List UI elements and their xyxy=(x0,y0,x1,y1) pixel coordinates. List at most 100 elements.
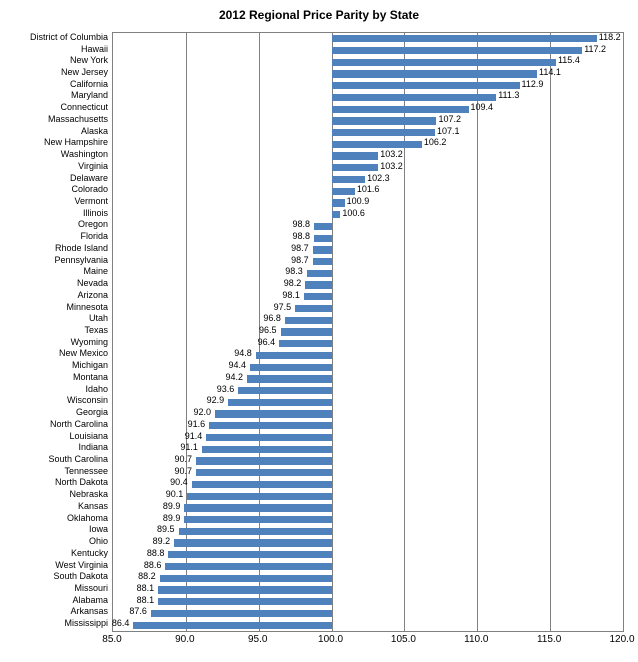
bar-value-label: 90.7 xyxy=(175,454,193,464)
bar-value-label: 88.2 xyxy=(138,571,156,581)
bar-value-label: 112.9 xyxy=(522,79,544,89)
bar xyxy=(247,375,332,382)
bar-value-label: 89.9 xyxy=(163,501,181,511)
y-axis-label: Utah xyxy=(89,313,108,323)
bar-value-label: 107.1 xyxy=(437,126,460,136)
bar xyxy=(332,59,556,66)
bar xyxy=(332,188,355,195)
bar-value-label: 98.8 xyxy=(293,219,311,229)
plot-area xyxy=(112,32,624,632)
bar xyxy=(196,457,332,464)
y-axis-label: Washington xyxy=(61,149,108,159)
bar-value-label: 94.4 xyxy=(228,360,246,370)
y-axis-label: Iowa xyxy=(89,524,108,534)
y-axis-label: Arizona xyxy=(77,290,108,300)
y-axis-label: Indiana xyxy=(78,442,108,452)
bar xyxy=(332,199,345,206)
bar-value-label: 87.6 xyxy=(129,606,147,616)
y-axis-label: Kentucky xyxy=(71,548,108,558)
bar-value-label: 103.2 xyxy=(380,149,403,159)
bar xyxy=(314,235,331,242)
y-axis-label: New Jersey xyxy=(61,67,108,77)
bar xyxy=(179,528,332,535)
bar xyxy=(313,258,332,265)
y-axis-label: Virginia xyxy=(78,161,108,171)
bar xyxy=(332,129,435,136)
bar-value-label: 90.7 xyxy=(175,466,193,476)
y-axis-label: South Carolina xyxy=(48,454,108,464)
x-tick-label: 90.0 xyxy=(165,634,205,645)
bar xyxy=(281,328,332,335)
bar-value-label: 98.3 xyxy=(285,266,303,276)
chart-title: 2012 Regional Price Parity by State xyxy=(0,0,638,26)
bar-value-label: 90.1 xyxy=(166,489,184,499)
y-axis-label: New Hampshire xyxy=(44,137,108,147)
bar xyxy=(158,598,331,605)
y-axis-label: Wyoming xyxy=(71,337,108,347)
bar xyxy=(168,551,331,558)
bar-value-label: 92.9 xyxy=(207,395,225,405)
bar-value-label: 103.2 xyxy=(380,161,403,171)
bar-value-label: 98.2 xyxy=(284,278,302,288)
y-axis-label: Georgia xyxy=(76,407,108,417)
bar xyxy=(215,410,332,417)
y-axis-label: Massachusetts xyxy=(48,114,108,124)
bar-value-label: 88.1 xyxy=(137,583,155,593)
bar-value-label: 86.4 xyxy=(112,618,130,628)
bar xyxy=(151,610,332,617)
y-axis-label: North Dakota xyxy=(55,477,108,487)
x-tick-label: 100.0 xyxy=(311,634,351,645)
y-axis-label: Maine xyxy=(83,266,108,276)
bar xyxy=(192,481,332,488)
bar xyxy=(285,317,332,324)
bar xyxy=(160,575,332,582)
bar xyxy=(209,422,331,429)
bar-value-label: 96.5 xyxy=(259,325,277,335)
bar-value-label: 114.1 xyxy=(539,67,561,77)
y-axis-label: North Carolina xyxy=(50,419,108,429)
bar xyxy=(133,622,331,629)
bar xyxy=(307,270,332,277)
bar-value-label: 91.1 xyxy=(180,442,198,452)
bar xyxy=(305,281,331,288)
y-axis-label: Montana xyxy=(73,372,108,382)
y-axis-label: Rhode Island xyxy=(55,243,108,253)
bar-value-label: 102.3 xyxy=(367,173,390,183)
bar-value-label: 90.4 xyxy=(170,477,188,487)
bar xyxy=(279,340,331,347)
y-axis-label: Delaware xyxy=(70,173,108,183)
y-axis-label: Florida xyxy=(80,231,108,241)
x-tick-label: 110.0 xyxy=(456,634,496,645)
price-parity-chart: 2012 Regional Price Parity by State 85.0… xyxy=(0,0,638,662)
bar xyxy=(332,176,366,183)
bar xyxy=(238,387,331,394)
bar-value-label: 100.6 xyxy=(342,208,365,218)
y-axis-label: Illinois xyxy=(83,208,108,218)
bar xyxy=(332,35,597,42)
bar-value-label: 93.6 xyxy=(217,384,235,394)
y-axis-label: Vermont xyxy=(74,196,108,206)
bar xyxy=(165,563,331,570)
bar-value-label: 98.7 xyxy=(291,255,309,265)
gridline xyxy=(477,33,478,631)
bar xyxy=(332,47,583,54)
bar-value-label: 100.9 xyxy=(347,196,370,206)
y-axis-label: Arkansas xyxy=(70,606,108,616)
bar xyxy=(295,305,331,312)
bar xyxy=(332,94,497,101)
bar-value-label: 96.8 xyxy=(263,313,281,323)
bar xyxy=(314,223,331,230)
y-axis-label: Michigan xyxy=(72,360,108,370)
bar xyxy=(332,211,341,218)
bar-value-label: 91.4 xyxy=(185,431,203,441)
y-axis-label: Tennessee xyxy=(64,466,108,476)
bar xyxy=(184,516,331,523)
bar xyxy=(304,293,332,300)
bar-value-label: 98.7 xyxy=(291,243,309,253)
bar-value-label: 98.8 xyxy=(293,231,311,241)
y-axis-label: New Mexico xyxy=(59,348,108,358)
x-tick-label: 85.0 xyxy=(92,634,132,645)
y-axis-label: Missouri xyxy=(74,583,108,593)
y-axis-label: Wisconsin xyxy=(67,395,108,405)
y-axis-label: Ohio xyxy=(89,536,108,546)
